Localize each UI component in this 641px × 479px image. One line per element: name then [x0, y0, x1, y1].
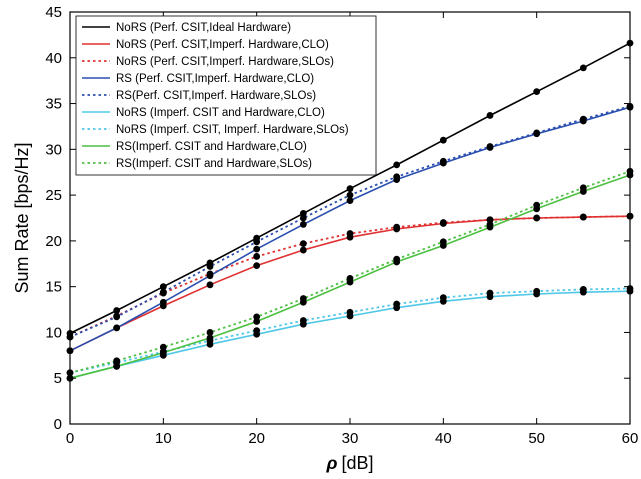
- y-tick-label: 0: [54, 416, 62, 433]
- data-point: [439, 157, 447, 165]
- legend-label: NoRS (Perf. CSIT,Imperf. Hardware,CLO): [116, 39, 329, 51]
- series-6: [69, 287, 631, 374]
- data-point: [253, 238, 261, 246]
- x-tick-label: 30: [342, 430, 359, 447]
- data-point: [439, 136, 447, 144]
- series-line: [69, 290, 631, 379]
- data-point: [346, 230, 354, 237]
- data-point: [486, 112, 494, 119]
- y-tick-label: 20: [45, 233, 62, 250]
- data-point: [393, 161, 401, 169]
- data-point: [393, 173, 401, 181]
- data-point: [579, 184, 587, 192]
- data-point: [253, 313, 261, 321]
- y-tick-label: 40: [45, 50, 62, 67]
- data-point: [439, 219, 447, 226]
- data-point: [299, 240, 307, 248]
- axes-layer: 0 10 20 30 40 50 60 0 5 10 15 20 25 30 35 40 45: [45, 4, 638, 447]
- series-8-markers: [66, 167, 634, 377]
- legend-label: NoRS (Imperf. CSIT and Hardware,CLO): [116, 107, 325, 119]
- series-0-markers: [66, 39, 634, 337]
- data-point: [253, 327, 261, 335]
- legend-label: RS (Perf. CSIT,Imperf. Hardware,CLO): [116, 73, 314, 85]
- data-point: [299, 295, 307, 302]
- data-point: [346, 197, 354, 205]
- legend-label: RS(Perf. CSIT,Imperf. Hardware,SLOs): [116, 90, 316, 102]
- data-point: [393, 300, 401, 308]
- x-tick-label: 40: [435, 430, 452, 447]
- legend: NoRS (Perf. CSIT,Ideal Hardware) NoRS (Pe…: [75, 15, 377, 176]
- data-point: [439, 238, 447, 246]
- y-tick-label: 5: [54, 370, 62, 387]
- data-point: [253, 262, 261, 270]
- x-axis-unit: [dB]: [341, 453, 373, 473]
- series-line: [69, 287, 631, 374]
- x-tick-label: 0: [66, 430, 74, 447]
- data-point: [159, 288, 167, 296]
- data-point: [486, 221, 494, 228]
- data-point: [299, 246, 307, 254]
- y-tick-label: 30: [45, 141, 62, 158]
- data-point: [579, 213, 587, 221]
- data-point: [533, 88, 541, 96]
- x-tick-label: 20: [248, 430, 265, 447]
- series-5-markers: [66, 287, 634, 382]
- data-point: [486, 143, 494, 150]
- legend-box: [75, 15, 377, 176]
- data-point: [113, 362, 121, 370]
- data-point: [346, 185, 354, 193]
- data-point: [393, 255, 401, 263]
- x-tick-label: 50: [528, 430, 545, 447]
- data-point: [206, 281, 214, 289]
- data-point: [113, 307, 121, 314]
- data-point: [439, 294, 447, 302]
- data-point: [299, 221, 307, 228]
- legend-label: RS(Imperf. CSIT and Hardware,SLOs): [116, 158, 312, 170]
- data-point: [159, 298, 167, 306]
- y-tick-label: 15: [45, 279, 62, 296]
- legend-label: NoRS (Perf. CSIT,Ideal Hardware): [116, 22, 291, 34]
- data-point: [253, 253, 261, 260]
- data-point: [206, 272, 214, 280]
- data-point: [346, 191, 354, 199]
- x-tick-label: 60: [622, 430, 639, 447]
- data-point: [159, 283, 167, 291]
- data-point: [579, 286, 587, 293]
- data-point: [533, 201, 541, 209]
- legend-label: NoRS (Perf. CSIT,Imperf. Hardware,SLOs): [116, 56, 334, 68]
- data-point: [533, 129, 541, 137]
- y-axis-title: Sum Rate [bps/Hz]: [12, 142, 32, 293]
- data-point: [393, 223, 401, 231]
- data-point: [253, 245, 261, 253]
- data-point: [533, 214, 541, 222]
- y-tick-label: 25: [45, 187, 62, 204]
- data-point: [346, 308, 354, 316]
- legend-label: RS(Imperf. CSIT and Hardware,CLO): [116, 141, 307, 153]
- data-point: [299, 317, 307, 324]
- data-point: [159, 343, 167, 351]
- legend-label: NoRS (Imperf. CSIT, Imperf. Hardware,SLO…: [116, 124, 349, 136]
- y-tick-label: 35: [45, 96, 62, 113]
- data-point: [113, 324, 121, 332]
- data-layer: [66, 39, 634, 382]
- data-point: [579, 64, 587, 72]
- data-point: [299, 214, 307, 222]
- data-point: [206, 334, 214, 342]
- y-tick-label: 45: [45, 4, 62, 21]
- series-5: [69, 290, 631, 379]
- data-point: [486, 289, 494, 297]
- data-point: [579, 115, 587, 123]
- x-tick-label: 10: [155, 430, 172, 447]
- data-point: [113, 357, 121, 365]
- x-axis-title: ρ [dB]: [326, 453, 374, 473]
- data-point: [113, 313, 121, 321]
- data-point: [206, 329, 214, 336]
- data-point: [533, 287, 541, 295]
- x-axis-symbol: ρ: [326, 453, 338, 473]
- y-tick-label: 10: [45, 324, 62, 341]
- data-point: [346, 275, 354, 282]
- data-point: [159, 349, 167, 356]
- data-point: [206, 263, 214, 270]
